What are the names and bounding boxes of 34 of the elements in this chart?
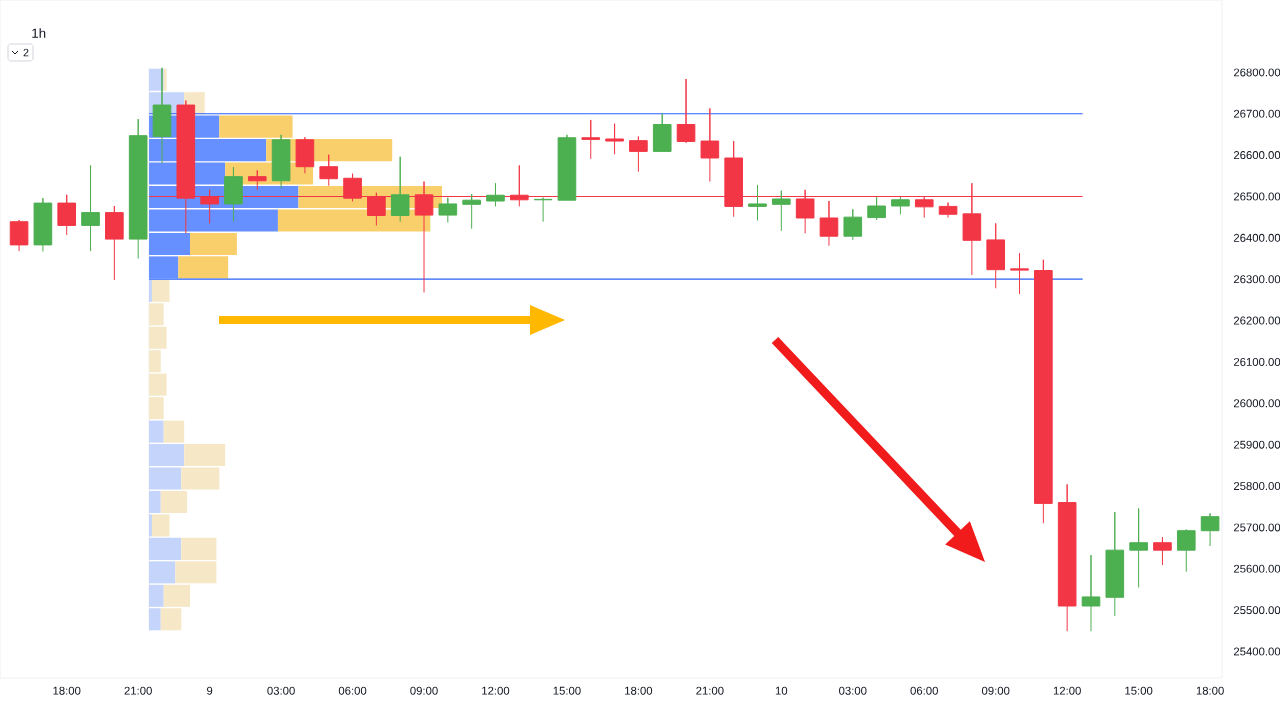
x-tick-label: 09:00 (410, 686, 438, 695)
x-tick-label: 12:00 (482, 686, 510, 695)
x-tick-label: 03:00 (267, 686, 295, 695)
y-tick-label: 25900.00 (1233, 440, 1280, 449)
x-tick-label: 06:00 (338, 686, 367, 695)
y-tick-label: 26500.00 (1233, 192, 1280, 201)
x-tick-label: 12:00 (1053, 686, 1081, 695)
x-tick-label: 15:00 (1125, 686, 1153, 695)
x-tick-label: 18:00 (625, 686, 653, 695)
y-tick-label: 26600.00 (1233, 151, 1280, 160)
x-tick-label: 21:00 (124, 686, 152, 695)
x-tick-label: 15:00 (553, 686, 581, 695)
y-tick-label: 25400.00 (1233, 647, 1280, 656)
x-tick-label: 21:00 (696, 686, 724, 695)
y-tick-label: 26800.00 (1233, 68, 1280, 77)
x-tick-label: 09:00 (981, 686, 1010, 695)
text: 1h (32, 28, 46, 38)
y-tick-label: 25800.00 (1233, 482, 1280, 491)
x-tick-label: 18:00 (1196, 686, 1224, 695)
x-tick-label: 03:00 (839, 686, 867, 695)
y-tick-label: 25700.00 (1233, 523, 1280, 532)
y-tick-label: 26000.00 (1233, 399, 1280, 408)
y-tick-label: 26200.00 (1233, 316, 1280, 325)
x-tick-label: 18:00 (53, 686, 81, 695)
y-tick-label: 26300.00 (1233, 275, 1280, 284)
y-tick-label: 26700.00 (1233, 109, 1280, 118)
annotation: 2 (23, 48, 29, 57)
y-tick-label: 26400.00 (1233, 233, 1280, 242)
y-tick-label: 25500.00 (1233, 606, 1280, 615)
x-tick-label: 9 (207, 686, 213, 695)
y-tick-label: 26100.00 (1233, 357, 1280, 366)
x-tick-label: 06:00 (910, 686, 938, 695)
x-tick-label: 10 (775, 686, 788, 695)
y-tick-label: 25600.00 (1233, 564, 1280, 573)
